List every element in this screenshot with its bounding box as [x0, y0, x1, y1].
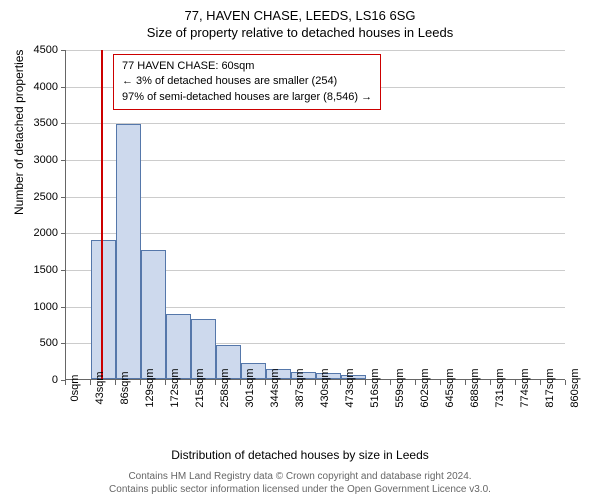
x-tick-mark: [140, 380, 141, 385]
footer-line-1: Contains HM Land Registry data © Crown c…: [0, 470, 600, 483]
x-tick-label: 516sqm: [369, 368, 381, 407]
x-tick-mark: [115, 380, 116, 385]
footer: Contains HM Land Registry data © Crown c…: [0, 470, 600, 496]
x-tick-label: 129sqm: [144, 368, 156, 407]
x-tick-mark: [340, 380, 341, 385]
y-tick-label: 0: [18, 374, 58, 386]
y-tick-label: 3000: [18, 154, 58, 166]
x-tick-label: 387sqm: [294, 368, 306, 407]
x-tick-mark: [540, 380, 541, 385]
x-tick-mark: [465, 380, 466, 385]
x-tick-label: 301sqm: [244, 368, 256, 407]
x-tick-label: 774sqm: [519, 368, 531, 407]
x-tick-label: 43sqm: [94, 371, 106, 404]
y-tick-label: 500: [18, 337, 58, 349]
x-tick-mark: [490, 380, 491, 385]
y-tick-mark: [61, 123, 66, 124]
x-tick-mark: [65, 380, 66, 385]
y-tick-label: 1500: [18, 264, 58, 276]
histogram-bar: [116, 124, 141, 379]
x-tick-label: 344sqm: [269, 368, 281, 407]
y-tick-label: 4500: [18, 44, 58, 56]
marker-legend: 77 HAVEN CHASE: 60sqm ← 3% of detached h…: [113, 54, 381, 110]
x-tick-label: 0sqm: [69, 375, 81, 402]
x-tick-mark: [415, 380, 416, 385]
x-tick-mark: [565, 380, 566, 385]
x-tick-label: 258sqm: [219, 368, 231, 407]
property-marker-line: [101, 50, 103, 379]
y-tick-label: 2000: [18, 227, 58, 239]
x-tick-label: 172sqm: [169, 368, 181, 407]
x-tick-label: 602sqm: [419, 368, 431, 407]
y-tick-label: 1000: [18, 301, 58, 313]
y-tick-label: 4000: [18, 81, 58, 93]
legend-line-1: 77 HAVEN CHASE: 60sqm: [122, 59, 372, 74]
y-tick-mark: [61, 343, 66, 344]
x-tick-label: 473sqm: [344, 368, 356, 407]
footer-line-2: Contains public sector information licen…: [0, 483, 600, 496]
x-tick-mark: [440, 380, 441, 385]
x-tick-mark: [215, 380, 216, 385]
x-tick-label: 215sqm: [194, 368, 206, 407]
y-tick-mark: [61, 307, 66, 308]
x-tick-label: 430sqm: [319, 368, 331, 407]
chart-area: 77 HAVEN CHASE: 60sqm ← 3% of detached h…: [65, 50, 565, 410]
y-tick-label: 3500: [18, 117, 58, 129]
x-tick-label: 645sqm: [444, 368, 456, 407]
x-axis-label: Distribution of detached houses by size …: [0, 448, 600, 462]
gridline: [66, 50, 565, 51]
x-tick-mark: [315, 380, 316, 385]
chart-title-sub: Size of property relative to detached ho…: [0, 23, 600, 40]
legend-line-3: 97% of semi-detached houses are larger (…: [122, 90, 372, 105]
y-tick-mark: [61, 233, 66, 234]
x-tick-mark: [265, 380, 266, 385]
x-tick-mark: [390, 380, 391, 385]
x-tick-mark: [515, 380, 516, 385]
x-tick-label: 731sqm: [494, 368, 506, 407]
x-tick-label: 86sqm: [119, 371, 131, 404]
x-tick-mark: [290, 380, 291, 385]
histogram-bar: [91, 240, 116, 379]
histogram-bar: [141, 250, 166, 379]
y-tick-mark: [61, 87, 66, 88]
y-tick-mark: [61, 50, 66, 51]
y-tick-mark: [61, 270, 66, 271]
y-tick-label: 2500: [18, 191, 58, 203]
x-tick-mark: [90, 380, 91, 385]
y-tick-mark: [61, 160, 66, 161]
x-tick-mark: [240, 380, 241, 385]
x-tick-label: 688sqm: [469, 368, 481, 407]
x-tick-label: 860sqm: [569, 368, 581, 407]
legend-line-2: ← 3% of detached houses are smaller (254…: [122, 74, 372, 89]
x-tick-mark: [165, 380, 166, 385]
x-tick-mark: [365, 380, 366, 385]
y-tick-mark: [61, 197, 66, 198]
x-tick-label: 559sqm: [394, 368, 406, 407]
chart-title-main: 77, HAVEN CHASE, LEEDS, LS16 6SG: [0, 0, 600, 23]
x-tick-mark: [190, 380, 191, 385]
x-tick-label: 817sqm: [544, 368, 556, 407]
